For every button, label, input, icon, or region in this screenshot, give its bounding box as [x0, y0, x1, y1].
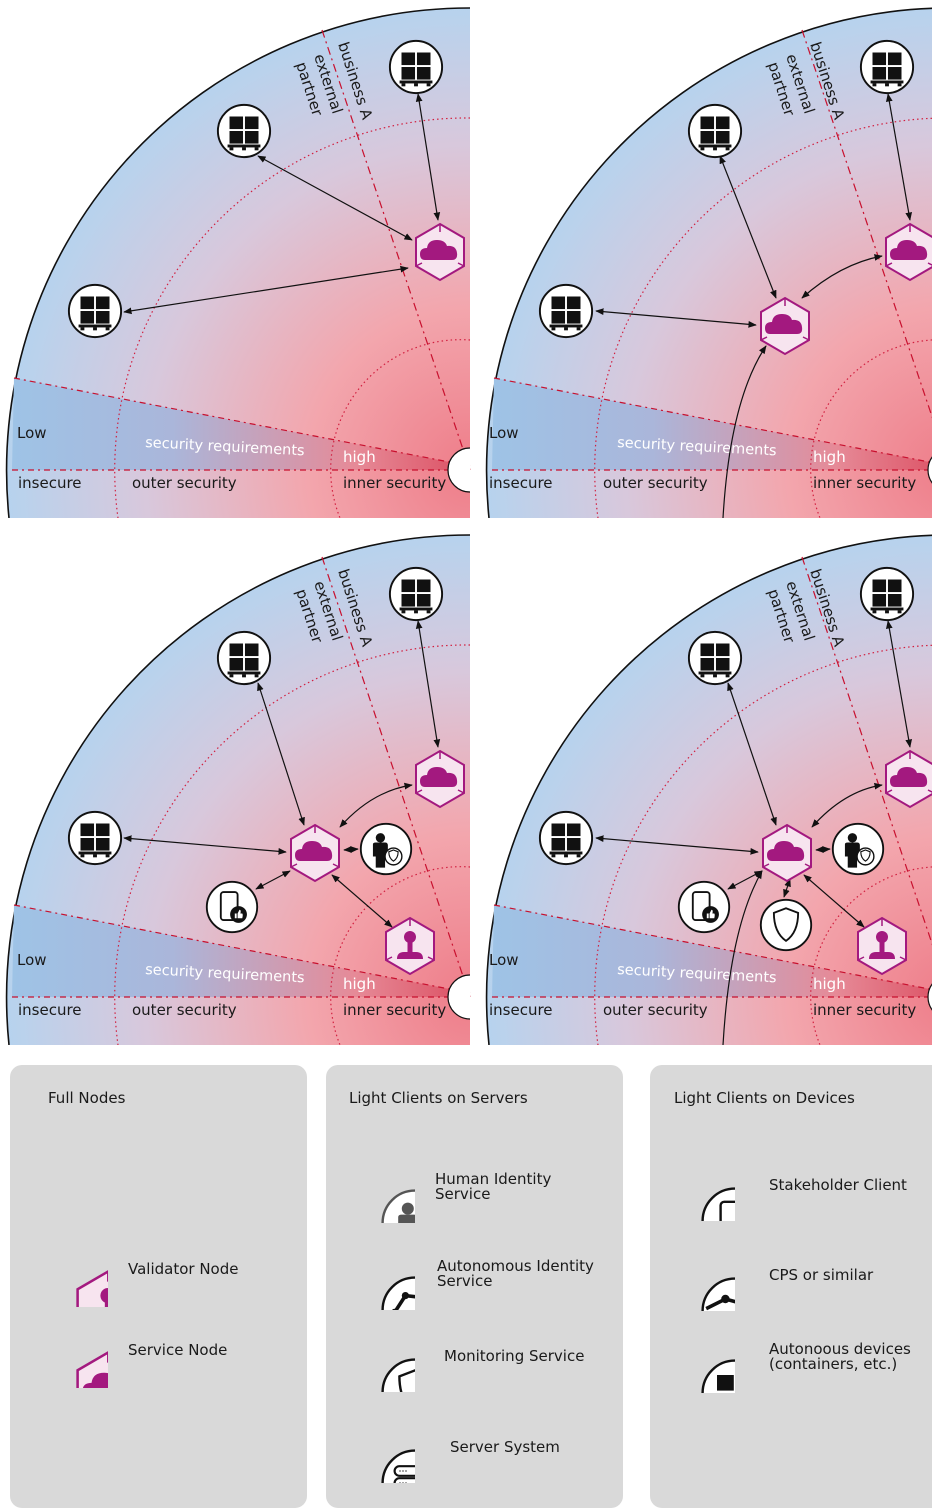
- shield-icon: [759, 898, 813, 952]
- container-icon: [388, 39, 444, 95]
- phone-thumb-icon: [677, 880, 731, 934]
- validator-node-icon: [32, 1231, 108, 1307]
- server-icon: [343, 1411, 415, 1483]
- legend-item-autonomous-devices: Autonoous devices (containers, etc.): [663, 1321, 911, 1393]
- container-icon: [687, 103, 743, 159]
- container-icon: [687, 630, 743, 686]
- legend-full-nodes: Full Nodes Validator Node Service Node: [10, 1065, 307, 1508]
- inner-security-label: inner security: [343, 1001, 446, 1019]
- container-icon: [859, 566, 915, 622]
- container-icon: [859, 39, 915, 95]
- container-icon: [663, 1321, 735, 1393]
- outer-security-label: outer security: [603, 474, 708, 492]
- legend-label: Service Node: [128, 1340, 228, 1359]
- legend-label: Autonomous Identity: [437, 1257, 594, 1275]
- legend-item-stakeholder-client: Stakeholder Client: [663, 1149, 907, 1221]
- low-label: Low: [17, 951, 47, 969]
- legend-label: Monitoring Service: [444, 1346, 585, 1365]
- diagram-panel-4: Low security requirements high insecure …: [480, 527, 932, 1046]
- legend-label: CPS or similar: [769, 1265, 874, 1284]
- phone-thumb-icon: [205, 880, 259, 934]
- legend-label: Service: [437, 1272, 493, 1290]
- container-icon: [67, 810, 123, 866]
- robot-arm-icon: [343, 1238, 415, 1310]
- legend-label: (containers, etc.): [769, 1355, 898, 1373]
- phone-thumb-icon: [663, 1149, 735, 1221]
- legend-title: Light Clients on Servers: [349, 1089, 528, 1107]
- container-icon: [538, 810, 594, 866]
- insecure-label: insecure: [18, 1001, 82, 1019]
- container-icon: [216, 630, 272, 686]
- legend-label: Stakeholder Client: [769, 1175, 907, 1194]
- cps-icon: [663, 1239, 735, 1311]
- insecure-label: insecure: [489, 1001, 553, 1019]
- legend-item-human-identity: Human Identity Service: [343, 1151, 551, 1223]
- low-label: Low: [489, 951, 519, 969]
- legend-item-service-node: Service Node: [32, 1312, 227, 1388]
- legend-label: Autonoous devices: [769, 1340, 911, 1358]
- human-identity-icon: [359, 822, 413, 876]
- legend-title: Full Nodes: [48, 1089, 126, 1107]
- inner-security-label: inner security: [813, 1001, 916, 1019]
- legend-item-monitoring-service: Monitoring Service: [343, 1320, 584, 1392]
- inner-security-label: inner security: [343, 474, 446, 492]
- legend-item-autonomous-identity: Autonomous Identity Service: [343, 1238, 594, 1310]
- diagram-panel-1: Low security requirements high insecure …: [0, 0, 471, 519]
- legend-item-server-system: Server System: [343, 1411, 560, 1483]
- container-icon: [388, 566, 444, 622]
- low-label: Low: [489, 424, 519, 442]
- high-label: high: [343, 448, 376, 466]
- outer-security-label: outer security: [603, 1001, 708, 1019]
- container-icon: [67, 283, 123, 339]
- legend-label: Service: [435, 1185, 491, 1203]
- legend-light-clients-devices: Light Clients on Devices Stakeholder Cli…: [650, 1065, 932, 1508]
- inner-security-label: inner security: [813, 474, 916, 492]
- insecure-label: insecure: [489, 474, 553, 492]
- high-label: high: [343, 975, 376, 993]
- high-label: high: [813, 975, 846, 993]
- outer-security-label: outer security: [132, 474, 237, 492]
- service-node-icon: [32, 1312, 108, 1388]
- container-icon: [216, 103, 272, 159]
- legend-title: Light Clients on Devices: [674, 1089, 855, 1107]
- container-icon: [538, 283, 594, 339]
- legend-label: Server System: [450, 1437, 560, 1456]
- legend-label: Human Identity: [435, 1170, 552, 1188]
- human-identity-icon: [831, 822, 885, 876]
- diagram-panel-3: Low security requirements high insecure …: [0, 527, 471, 1046]
- high-label: high: [813, 448, 846, 466]
- low-label: Low: [17, 424, 47, 442]
- insecure-label: insecure: [18, 474, 82, 492]
- legend-item-validator-node: Validator Node: [32, 1231, 238, 1307]
- outer-security-label: outer security: [132, 1001, 237, 1019]
- diagram-panel-2: Low security requirements high insecure …: [480, 0, 932, 519]
- human-identity-icon: [343, 1151, 415, 1223]
- legend-label: Validator Node: [128, 1259, 239, 1278]
- legend-light-clients-servers: Light Clients on Servers Human Identity …: [326, 1065, 623, 1508]
- shield-icon: [343, 1320, 415, 1392]
- legend-item-cps: CPS or similar: [663, 1239, 873, 1311]
